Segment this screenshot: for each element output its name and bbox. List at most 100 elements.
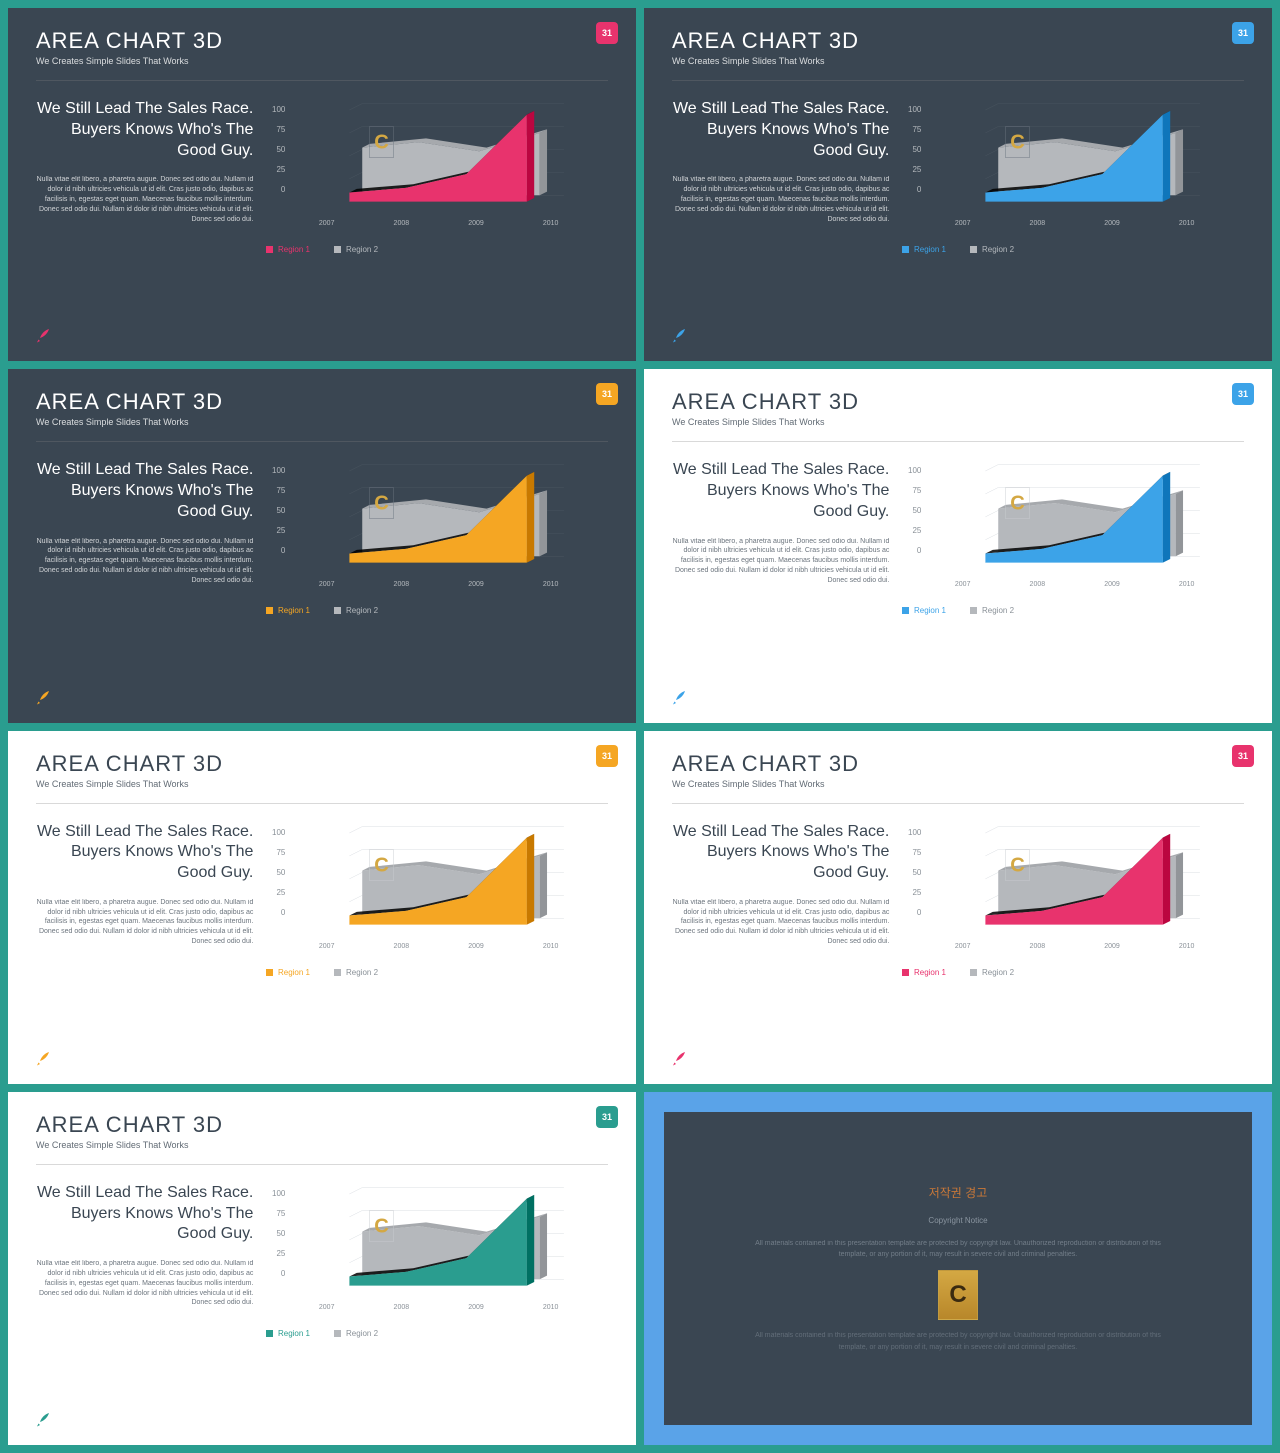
rocket-icon bbox=[670, 1049, 688, 1072]
body-text: Nulla vitae elit libero, a pharetra augu… bbox=[672, 175, 889, 224]
slide-subtitle: We Creates Simple Slides That Works bbox=[36, 417, 608, 427]
slide-subtitle: We Creates Simple Slides That Works bbox=[672, 56, 1244, 66]
slide-subtitle: We Creates Simple Slides That Works bbox=[36, 1140, 608, 1150]
page-badge: 31 bbox=[1232, 22, 1254, 44]
copyright-slide: 저작권 경고 Copyright Notice All materials co… bbox=[644, 1092, 1272, 1445]
x-axis-labels: 2007200820092010 bbox=[289, 220, 588, 227]
legend-region1: Region 1 bbox=[902, 245, 946, 254]
y-axis-labels: 1007550250 bbox=[265, 828, 285, 928]
legend: Region 1 Region 2 bbox=[36, 245, 608, 254]
copyright-text-2: All materials contained in this presenta… bbox=[755, 1330, 1161, 1352]
legend-region2: Region 2 bbox=[334, 1329, 378, 1338]
legend-region2: Region 2 bbox=[334, 606, 378, 615]
logo-icon: C bbox=[938, 1270, 978, 1320]
copyright-title: 저작권 경고 bbox=[929, 1184, 988, 1203]
headline: We Still Lead The Sales Race. Buyers Kno… bbox=[36, 822, 253, 884]
legend: Region 1 Region 2 bbox=[36, 606, 608, 615]
headline: We Still Lead The Sales Race. Buyers Kno… bbox=[672, 99, 889, 161]
slide-subtitle: We Creates Simple Slides That Works bbox=[36, 56, 608, 66]
body-text: Nulla vitae elit libero, a pharetra augu… bbox=[672, 537, 889, 586]
x-axis-labels: 2007200820092010 bbox=[289, 943, 588, 950]
slide-title: AREA CHART 3D bbox=[672, 389, 1244, 415]
legend-region1: Region 1 bbox=[266, 245, 310, 254]
legend-region1: Region 1 bbox=[902, 968, 946, 977]
page-badge: 31 bbox=[596, 745, 618, 767]
slide: 31 AREA CHART 3D We Creates Simple Slide… bbox=[644, 8, 1272, 361]
x-axis-labels: 2007200820092010 bbox=[289, 581, 588, 588]
y-axis-labels: 1007550250 bbox=[265, 466, 285, 566]
legend-region2: Region 2 bbox=[970, 606, 1014, 615]
x-axis-labels: 2007200820092010 bbox=[925, 943, 1224, 950]
slide-title: AREA CHART 3D bbox=[36, 751, 608, 777]
area-chart-3d: 1007550250 C 2007200820092010 bbox=[901, 460, 1244, 588]
area-chart-3d: 1007550250 C 2007200820092010 bbox=[265, 1183, 608, 1311]
svg-text:C: C bbox=[375, 132, 390, 154]
body-text: Nulla vitae elit libero, a pharetra augu… bbox=[36, 898, 253, 947]
x-axis-labels: 2007200820092010 bbox=[925, 220, 1224, 227]
slide-title: AREA CHART 3D bbox=[672, 28, 1244, 54]
body-text: Nulla vitae elit libero, a pharetra augu… bbox=[36, 1259, 253, 1308]
page-badge: 31 bbox=[596, 1106, 618, 1128]
legend-region2: Region 2 bbox=[970, 245, 1014, 254]
page-badge: 31 bbox=[596, 383, 618, 405]
headline: We Still Lead The Sales Race. Buyers Kno… bbox=[36, 99, 253, 161]
copyright-subtitle: Copyright Notice bbox=[928, 1215, 987, 1228]
legend-region1: Region 1 bbox=[266, 1329, 310, 1338]
slide: 31 AREA CHART 3D We Creates Simple Slide… bbox=[8, 1092, 636, 1445]
body-text: Nulla vitae elit libero, a pharetra augu… bbox=[36, 175, 253, 224]
divider bbox=[672, 441, 1244, 442]
slide: 31 AREA CHART 3D We Creates Simple Slide… bbox=[644, 731, 1272, 1084]
slide-title: AREA CHART 3D bbox=[36, 389, 608, 415]
slide-title: AREA CHART 3D bbox=[36, 1112, 608, 1138]
divider bbox=[672, 803, 1244, 804]
headline: We Still Lead The Sales Race. Buyers Kno… bbox=[36, 1183, 253, 1245]
rocket-icon bbox=[34, 688, 52, 711]
y-axis-labels: 1007550250 bbox=[265, 1189, 285, 1289]
slide: 31 AREA CHART 3D We Creates Simple Slide… bbox=[644, 369, 1272, 722]
svg-text:C: C bbox=[375, 493, 390, 515]
slide: 31 AREA CHART 3D We Creates Simple Slide… bbox=[8, 8, 636, 361]
body-text: Nulla vitae elit libero, a pharetra augu… bbox=[36, 537, 253, 586]
divider bbox=[36, 803, 608, 804]
x-axis-labels: 2007200820092010 bbox=[289, 1304, 588, 1311]
y-axis-labels: 1007550250 bbox=[901, 828, 921, 928]
area-chart-3d: 1007550250 C 2007200820092010 bbox=[901, 99, 1244, 227]
slide: 31 AREA CHART 3D We Creates Simple Slide… bbox=[8, 731, 636, 1084]
page-badge: 31 bbox=[596, 22, 618, 44]
divider bbox=[36, 1164, 608, 1165]
legend: Region 1 Region 2 bbox=[36, 968, 608, 977]
legend-region1: Region 1 bbox=[266, 968, 310, 977]
page-badge: 31 bbox=[1232, 383, 1254, 405]
divider bbox=[36, 80, 608, 81]
rocket-icon bbox=[670, 326, 688, 349]
area-chart-3d: 1007550250 C 2007200820092010 bbox=[265, 460, 608, 588]
svg-text:C: C bbox=[375, 854, 390, 876]
area-chart-3d: 1007550250 C 2007200820092010 bbox=[901, 822, 1244, 950]
x-axis-labels: 2007200820092010 bbox=[925, 581, 1224, 588]
legend: Region 1 Region 2 bbox=[672, 606, 1244, 615]
legend-region1: Region 1 bbox=[902, 606, 946, 615]
divider bbox=[36, 441, 608, 442]
area-chart-3d: 1007550250 C 2007200820092010 bbox=[265, 822, 608, 950]
y-axis-labels: 1007550250 bbox=[901, 105, 921, 205]
legend: Region 1 Region 2 bbox=[36, 1329, 608, 1338]
headline: We Still Lead The Sales Race. Buyers Kno… bbox=[672, 822, 889, 884]
rocket-icon bbox=[670, 688, 688, 711]
legend-region2: Region 2 bbox=[334, 245, 378, 254]
area-chart-3d: 1007550250 C 2007200820092010 bbox=[265, 99, 608, 227]
rocket-icon bbox=[34, 1049, 52, 1072]
copyright-text: All materials contained in this presenta… bbox=[755, 1238, 1161, 1260]
legend-region1: Region 1 bbox=[266, 606, 310, 615]
headline: We Still Lead The Sales Race. Buyers Kno… bbox=[36, 460, 253, 522]
divider bbox=[672, 80, 1244, 81]
slide-title: AREA CHART 3D bbox=[672, 751, 1244, 777]
slide: 31 AREA CHART 3D We Creates Simple Slide… bbox=[8, 369, 636, 722]
rocket-icon bbox=[34, 326, 52, 349]
slide-subtitle: We Creates Simple Slides That Works bbox=[36, 779, 608, 789]
legend-region2: Region 2 bbox=[334, 968, 378, 977]
svg-text:C: C bbox=[1011, 493, 1026, 515]
headline: We Still Lead The Sales Race. Buyers Kno… bbox=[672, 460, 889, 522]
y-axis-labels: 1007550250 bbox=[265, 105, 285, 205]
rocket-icon bbox=[34, 1410, 52, 1433]
svg-text:C: C bbox=[1011, 854, 1026, 876]
